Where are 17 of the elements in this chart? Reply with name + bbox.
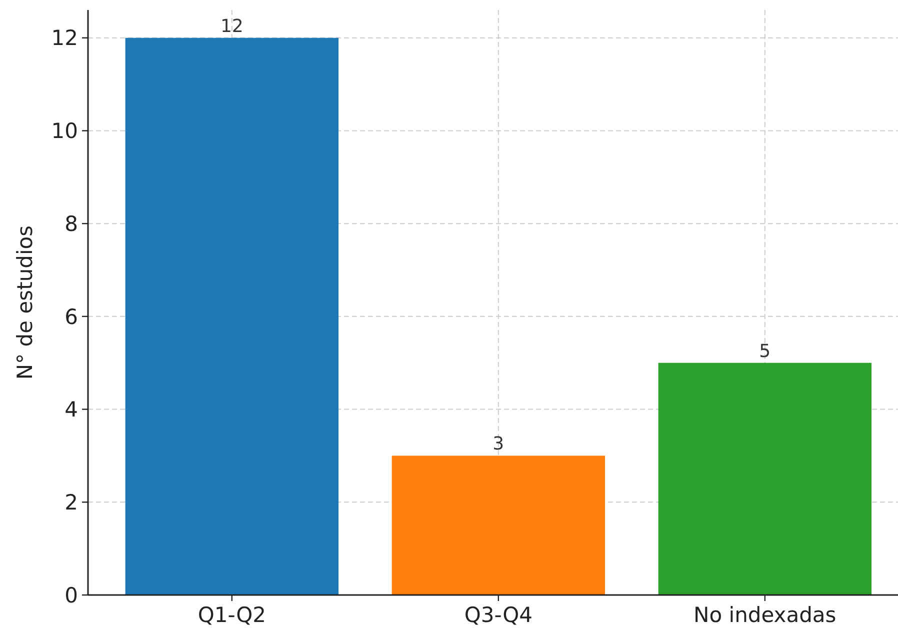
data-label: 12 <box>220 16 244 37</box>
y-tick-label: 10 <box>51 119 78 144</box>
bar <box>392 456 606 595</box>
data-label: 3 <box>492 434 504 455</box>
y-tick-label: 4 <box>64 398 78 422</box>
y-tick-label: 6 <box>64 304 78 329</box>
x-tick-label: No indexadas <box>694 603 836 627</box>
x-tick-label: Q1-Q2 <box>198 603 266 627</box>
data-label: 5 <box>759 340 771 362</box>
y-tick-label: 12 <box>51 26 78 50</box>
y-tick-label: 8 <box>64 212 78 236</box>
bar <box>658 362 872 595</box>
x-tick-label: Q3-Q4 <box>464 603 532 627</box>
y-axis-title: N° de estudios <box>13 225 37 380</box>
y-tick-label: 0 <box>64 583 78 608</box>
bar <box>125 38 339 595</box>
y-tick-label: 2 <box>64 490 78 514</box>
